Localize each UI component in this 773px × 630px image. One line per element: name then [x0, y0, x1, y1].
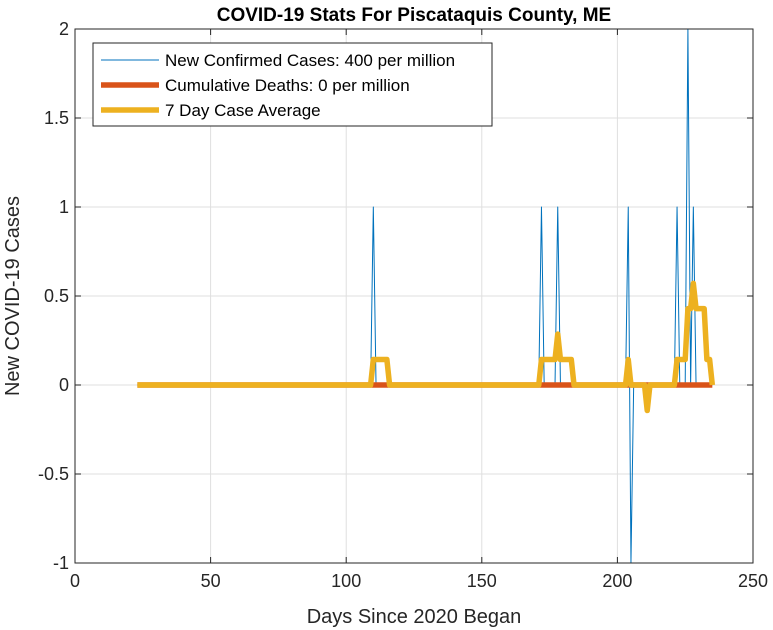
- legend-entry-new-cases: New Confirmed Cases: 400 per million: [165, 51, 455, 70]
- y-tick-label: -0.5: [38, 464, 69, 484]
- legend-box: [92, 42, 493, 127]
- chart-title: COVID-19 Stats For Piscataquis County, M…: [217, 5, 612, 26]
- x-tick-label: 150: [467, 571, 497, 591]
- x-tick-label: 50: [201, 571, 221, 591]
- y-axis-label: New COVID-19 Cases: [2, 196, 24, 396]
- legend: New Confirmed Cases: 400 per million Cumu…: [92, 42, 493, 127]
- y-tick-label: -1: [53, 553, 69, 573]
- x-tick-label: 100: [331, 571, 361, 591]
- series-7day-average-line: [137, 280, 716, 414]
- y-tick-label: 2: [59, 19, 69, 39]
- legend-entry-7day-average: 7 Day Case Average: [165, 101, 321, 120]
- ticks: [74, 28, 754, 564]
- legend-entry-cumulative-deaths: Cumulative Deaths: 0 per million: [165, 76, 410, 95]
- tick-labels: 0 50 100 150 200 250 -1 -0.5 0 0.5 1 1.5 2: [38, 19, 768, 591]
- x-tick-label: 200: [602, 571, 632, 591]
- plot-lines: [137, 28, 716, 564]
- y-tick-label: 0: [59, 375, 69, 395]
- x-tick-label: 0: [70, 571, 80, 591]
- x-axis-label: Days Since 2020 Began: [307, 606, 522, 628]
- y-tick-label: 1.5: [44, 108, 69, 128]
- x-tick-label: 250: [738, 571, 768, 591]
- y-tick-label: 1: [59, 197, 69, 217]
- y-tick-label: 0.5: [44, 286, 69, 306]
